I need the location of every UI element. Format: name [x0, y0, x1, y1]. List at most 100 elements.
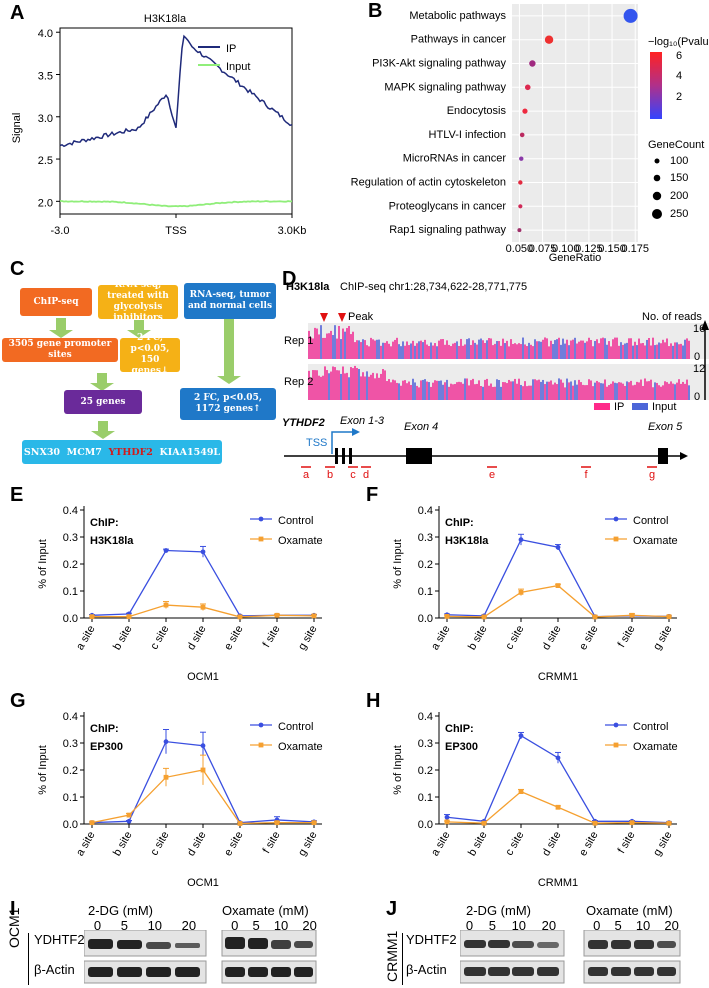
- d-read-bar: [394, 380, 396, 400]
- d-read-bar: [630, 380, 632, 400]
- d-read-bar: [384, 370, 386, 400]
- legend-input-label: Input: [226, 61, 250, 73]
- ytick-label: 0.4: [63, 505, 78, 517]
- d-read-bar: [498, 379, 500, 400]
- legend-label: Oxamate: [278, 741, 323, 753]
- d-read-bar: [584, 342, 586, 359]
- d-read-bar: [596, 339, 598, 359]
- panel-d-track: H3K18la ChIP-seq chr1:28,734,622-28,771,…: [282, 281, 709, 481]
- xtick-label: a site: [74, 624, 98, 653]
- xtick-label: a site: [429, 830, 453, 859]
- d-read-bar: [398, 344, 400, 359]
- ytick-label: 0.2: [418, 765, 433, 777]
- xtick-label: f site: [616, 624, 638, 650]
- d-read-bar: [358, 340, 360, 359]
- d-read-bar: [396, 382, 398, 400]
- xtick-label: b site: [466, 624, 490, 653]
- d-read-bar: [564, 387, 566, 400]
- panel-label-i: I: [10, 898, 16, 920]
- peak-marker-1: [320, 313, 328, 322]
- d-read-bar: [630, 338, 632, 359]
- d-read-bar: [334, 367, 336, 400]
- d-read-bar: [544, 337, 546, 359]
- ytick-label: 0.3: [63, 738, 78, 750]
- d-read-bar: [368, 376, 370, 400]
- promoter-sites-box: 3505 gene promoter sites: [2, 338, 118, 362]
- b-enrichment-dot: [522, 108, 528, 114]
- d-site-label: c: [350, 469, 356, 481]
- d-read-bar: [488, 385, 490, 400]
- b-term-label: PI3K-Akt signaling pathway: [372, 58, 506, 70]
- d-read-bar: [626, 381, 628, 400]
- d-read-bar: [600, 383, 602, 400]
- d-read-bar: [572, 385, 574, 400]
- d-read-bar: [554, 382, 556, 400]
- d-read-bar: [494, 386, 496, 400]
- d-read-bar: [452, 343, 454, 359]
- d-read-bar: [442, 384, 444, 400]
- d-read-bar: [376, 373, 378, 400]
- blot-i-image: [84, 930, 317, 984]
- d-read-bar: [532, 346, 534, 359]
- d-read-bar: [606, 386, 608, 400]
- d-read-bar: [472, 378, 474, 400]
- d-read-bar: [644, 345, 646, 359]
- d-read-bar: [366, 371, 368, 400]
- data-point: [126, 614, 132, 620]
- d-read-bar: [322, 337, 324, 359]
- d-read-bar: [580, 340, 582, 359]
- d-read-bar: [466, 339, 468, 359]
- chart-title-line: H3K18la: [90, 535, 134, 547]
- d-read-bar: [360, 376, 362, 400]
- d-read-bar: [330, 371, 332, 400]
- blot-i-divider: [28, 933, 29, 985]
- d-read-bar: [582, 384, 584, 400]
- d-read-bar: [336, 338, 338, 359]
- d-read-bar: [508, 379, 510, 400]
- d-read-bar: [332, 366, 334, 400]
- d-read-bar: [654, 345, 656, 359]
- data-point: [666, 614, 672, 620]
- panel-b-dotplot: Metabolic pathways Pathways in cancer PI3K…: [351, 4, 709, 262]
- data-point: [200, 767, 206, 773]
- d-read-bar: [492, 386, 494, 400]
- xtick-label: g site: [651, 830, 675, 859]
- a-ytick-label: 2.0: [38, 197, 53, 209]
- d-read-bar: [650, 379, 652, 400]
- d-read-bar: [438, 340, 440, 359]
- d-read-bar: [484, 379, 486, 400]
- d-read-bar: [604, 338, 606, 359]
- ytick-label: 0.0: [418, 613, 433, 625]
- rep2-zero: 0: [694, 391, 700, 403]
- xtick-label: g site: [296, 624, 320, 653]
- d-read-bar: [418, 341, 420, 359]
- d-read-bar: [514, 343, 516, 359]
- d-read-bar: [424, 339, 426, 359]
- d-read-bar: [536, 341, 538, 359]
- d-read-bar: [388, 343, 390, 359]
- d-read-bar: [540, 341, 542, 359]
- d-read-bar: [392, 341, 394, 359]
- d-read-bar: [410, 343, 412, 359]
- data-point: [237, 821, 243, 826]
- xtick-label: d site: [185, 624, 209, 653]
- panel-label-g: G: [10, 690, 26, 712]
- legend-marker: [613, 742, 619, 748]
- xtick-label: b site: [111, 830, 135, 859]
- legend-input-d: Input: [652, 401, 676, 413]
- d-read-bar: [594, 341, 596, 359]
- d-read-bar: [440, 339, 442, 359]
- d-read-bar: [530, 385, 532, 400]
- panel-a-title: H3K18la: [144, 13, 187, 25]
- d-read-bar: [558, 378, 560, 400]
- exon-1: [335, 448, 338, 464]
- gene-mcm7: MCM7: [66, 446, 102, 458]
- d-read-bar: [554, 340, 556, 359]
- d-read-bar: [412, 340, 414, 359]
- d-read-bar: [656, 382, 658, 400]
- legend-marker: [613, 516, 619, 522]
- panel-c-arrows: [49, 316, 241, 439]
- d-read-bar: [448, 344, 450, 359]
- d-read-bar: [636, 345, 638, 359]
- d-read-bar: [376, 339, 378, 359]
